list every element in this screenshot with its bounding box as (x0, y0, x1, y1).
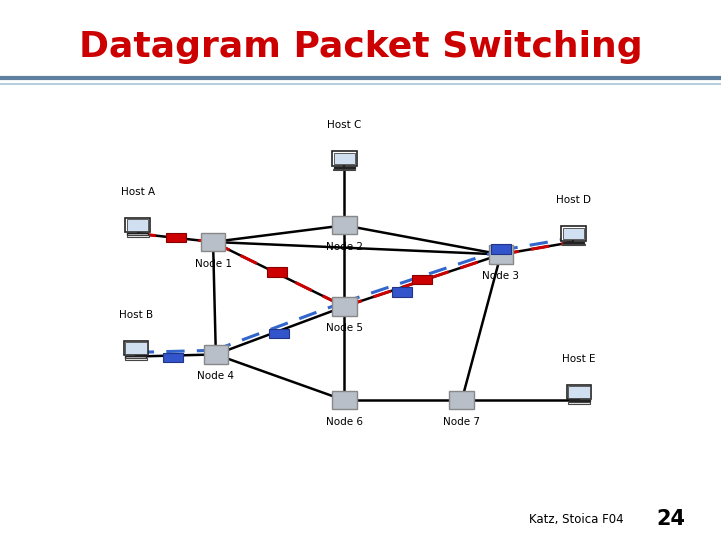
Text: Node 2: Node 2 (326, 242, 363, 252)
Bar (561, 227, 585, 241)
Text: Host B: Host B (119, 310, 153, 320)
Bar (125, 218, 150, 232)
Bar (203, 345, 228, 364)
Text: Katz, Stoica F04: Katz, Stoica F04 (529, 513, 624, 526)
Bar (334, 167, 355, 168)
Bar (200, 233, 226, 251)
Bar (412, 275, 432, 285)
Bar (334, 153, 355, 164)
Bar (163, 353, 183, 362)
Bar (166, 233, 186, 242)
Bar (127, 235, 149, 237)
Text: 24: 24 (656, 509, 685, 529)
Bar (125, 342, 146, 354)
Text: Datagram Packet Switching: Datagram Packet Switching (79, 30, 642, 64)
Bar (332, 151, 357, 166)
Bar (562, 228, 584, 240)
Bar (267, 267, 288, 276)
Text: Node 6: Node 6 (326, 417, 363, 427)
Bar (332, 298, 357, 316)
Bar (569, 400, 590, 401)
Text: Node 1: Node 1 (195, 259, 231, 269)
Bar (562, 243, 585, 245)
Bar (127, 233, 148, 235)
Bar (333, 169, 355, 170)
Bar (125, 358, 147, 360)
Bar (127, 219, 149, 231)
Text: Node 3: Node 3 (482, 271, 519, 281)
Bar (332, 216, 357, 234)
Bar (489, 245, 513, 263)
Bar (491, 245, 511, 254)
Text: Host D: Host D (556, 195, 591, 205)
Bar (269, 329, 289, 338)
Bar (567, 385, 591, 399)
Text: Host A: Host A (120, 187, 155, 197)
Text: Node 5: Node 5 (326, 323, 363, 333)
Text: Host E: Host E (562, 354, 596, 364)
Bar (568, 402, 590, 404)
Bar (124, 341, 149, 355)
Text: Host C: Host C (327, 120, 361, 130)
Bar (125, 356, 146, 358)
Text: Node 7: Node 7 (443, 417, 480, 427)
Bar (392, 287, 412, 296)
Text: Node 4: Node 4 (198, 371, 234, 381)
Bar (449, 391, 474, 410)
Bar (568, 386, 590, 398)
Bar (332, 391, 357, 410)
Bar (563, 242, 584, 243)
